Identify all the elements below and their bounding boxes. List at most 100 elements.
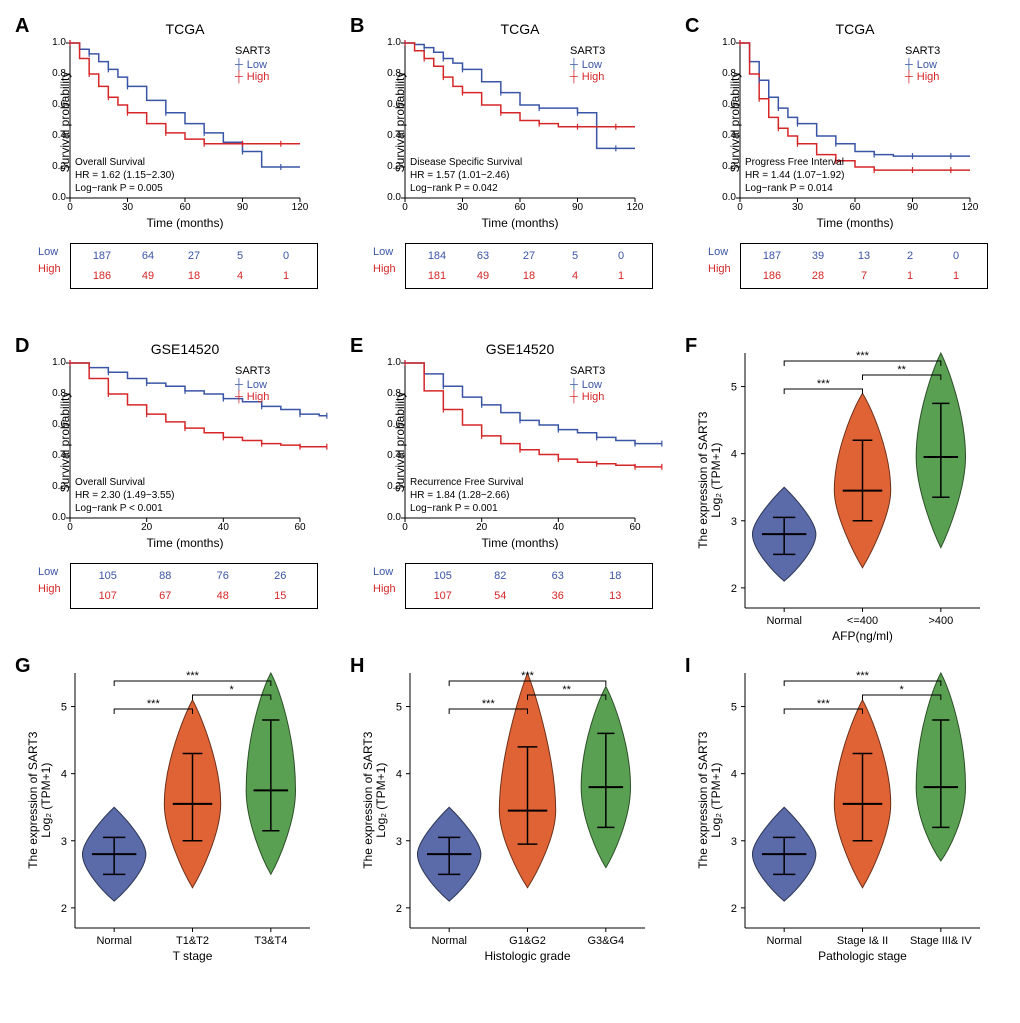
y-axis-label: The expression of SART3Log₂ (TPM+1): [697, 395, 723, 565]
legend: SART3 ┼Low ┼High: [905, 45, 940, 83]
x-axis-label: Time (months): [70, 536, 300, 550]
risk-label-low: Low: [373, 246, 393, 258]
hr-text: HR = 2.30 (1.49−3.55): [75, 489, 175, 502]
risk-table: 187642750 186491841: [70, 243, 318, 289]
panel-H: H 2 3 4 5 *** *** ** Normal: [350, 655, 670, 965]
panel-C: C TCGA 0.00.20.40.60.81.0 0306090120 Sur…: [685, 15, 1005, 325]
x-axis-label: Time (months): [405, 536, 635, 550]
svg-text:Normal: Normal: [766, 615, 801, 627]
legend-title: SART3: [235, 365, 270, 377]
pvalue-text: Log−rank P = 0.005: [75, 182, 175, 195]
risk-table: 105826318 107543613: [405, 563, 653, 609]
legend: SART3 ┼Low ┼High: [235, 365, 270, 403]
x-axis-label: Time (months): [70, 216, 300, 230]
legend-item-low: ┼Low: [905, 59, 940, 71]
survival-info: Overall Survival HR = 1.62 (1.15−2.30) L…: [75, 156, 175, 195]
svg-text:5: 5: [731, 382, 737, 394]
x-axis-label: T stage: [173, 949, 213, 963]
svg-text:3: 3: [61, 836, 67, 848]
legend-title: SART3: [235, 45, 270, 57]
hr-text: HR = 1.84 (1.28−2.66): [410, 489, 523, 502]
panel-B: B TCGA 0.00.20.40.60.81.0 0306090120 Sur…: [350, 15, 670, 325]
svg-text:**: **: [562, 684, 571, 696]
risk-label-low: Low: [38, 246, 58, 258]
svg-text:***: ***: [482, 698, 496, 710]
pvalue-text: Log−rank P = 0.014: [745, 182, 845, 195]
pvalue-text: Log−rank P = 0.042: [410, 182, 522, 195]
y-axis-label: Survival probability: [58, 67, 72, 177]
hr-text: HR = 1.44 (1.07−1.92): [745, 169, 845, 182]
survival-info: Disease Specific Survival HR = 1.57 (1.0…: [410, 156, 522, 195]
risk-label-low: Low: [708, 246, 728, 258]
legend-item-high: ┼High: [235, 391, 270, 403]
y-axis-label: Survival probability: [393, 67, 407, 177]
legend-title: SART3: [570, 45, 605, 57]
svg-text:Normal: Normal: [431, 935, 466, 947]
svg-text:***: ***: [856, 350, 870, 362]
legend-item-high: ┼High: [905, 71, 940, 83]
svg-text:4: 4: [731, 449, 737, 461]
svg-text:4: 4: [731, 769, 737, 781]
svg-text:5: 5: [731, 702, 737, 714]
svg-text:G1&G2: G1&G2: [509, 935, 546, 947]
risk-table: 187391320 18628711: [740, 243, 988, 289]
svg-text:2: 2: [731, 903, 737, 915]
x-axis-label: AFP(ng/ml): [832, 629, 893, 643]
risk-label-high: High: [708, 263, 731, 275]
y-axis-label: Survival probability: [393, 387, 407, 497]
svg-text:G3&G4: G3&G4: [587, 935, 624, 947]
x-axis-label: Time (months): [405, 216, 635, 230]
risk-table: 184632750 181491841: [405, 243, 653, 289]
survival-type: Recurrence Free Survival: [410, 476, 523, 489]
y-axis-label: Survival probability: [728, 67, 742, 177]
y-axis-label: Survival probability: [58, 387, 72, 497]
svg-text:***: ***: [817, 378, 831, 390]
pvalue-text: Log−rank P = 0.001: [410, 502, 523, 515]
svg-text:Normal: Normal: [96, 935, 131, 947]
svg-text:3: 3: [731, 836, 737, 848]
legend-item-high: ┼High: [570, 71, 605, 83]
risk-label-high: High: [373, 263, 396, 275]
survival-info: Progress Free Interval HR = 1.44 (1.07−1…: [745, 156, 845, 195]
legend: SART3 ┼Low ┼High: [570, 45, 605, 83]
risk-label-high: High: [373, 583, 396, 595]
svg-text:***: ***: [817, 698, 831, 710]
svg-text:5: 5: [61, 702, 67, 714]
svg-text:T3&T4: T3&T4: [254, 935, 287, 947]
hr-text: HR = 1.57 (1.01−2.46): [410, 169, 522, 182]
y-axis-label: The expression of SART3Log₂ (TPM+1): [27, 715, 53, 885]
survival-type: Progress Free Interval: [745, 156, 845, 169]
survival-type: Overall Survival: [75, 156, 175, 169]
pvalue-text: Log−rank P < 0.001: [75, 502, 175, 515]
svg-text:4: 4: [396, 769, 402, 781]
panel-E: E GSE14520 0.00.20.40.60.81.0 0204060 Su…: [350, 335, 670, 645]
legend-item-high: ┼High: [570, 391, 605, 403]
svg-text:5: 5: [396, 702, 402, 714]
hr-text: HR = 1.62 (1.15−2.30): [75, 169, 175, 182]
panel-D: D GSE14520 0.00.20.40.60.81.0 0204060 Su…: [15, 335, 335, 645]
svg-text:3: 3: [396, 836, 402, 848]
legend-item-low: ┼Low: [570, 59, 605, 71]
panel-F: F 2 3 4 5 *** *** ** Normal: [685, 335, 1005, 645]
survival-info: Recurrence Free Survival HR = 1.84 (1.28…: [410, 476, 523, 515]
svg-text:*: *: [900, 684, 905, 696]
legend: SART3 ┼Low ┼High: [570, 365, 605, 403]
y-axis-label: The expression of SART3Log₂ (TPM+1): [362, 715, 388, 885]
legend-title: SART3: [570, 365, 605, 377]
risk-table: 105887626 107674815: [70, 563, 318, 609]
svg-text:T1&T2: T1&T2: [176, 935, 209, 947]
svg-text:Stage I& II: Stage I& II: [837, 935, 888, 947]
svg-text:3: 3: [731, 516, 737, 528]
svg-text:***: ***: [521, 670, 535, 682]
svg-text:<=400: <=400: [847, 615, 878, 627]
svg-text:**: **: [897, 364, 906, 376]
svg-text:2: 2: [61, 903, 67, 915]
legend-item-high: ┼High: [235, 71, 270, 83]
svg-text:4: 4: [61, 769, 67, 781]
legend: SART3 ┼Low ┼High: [235, 45, 270, 83]
svg-text:***: ***: [147, 698, 161, 710]
svg-text:2: 2: [396, 903, 402, 915]
panel-I: I 2 3 4 5 *** *** * Normal: [685, 655, 1005, 965]
svg-text:Stage III& IV: Stage III& IV: [910, 935, 972, 947]
risk-label-high: High: [38, 263, 61, 275]
